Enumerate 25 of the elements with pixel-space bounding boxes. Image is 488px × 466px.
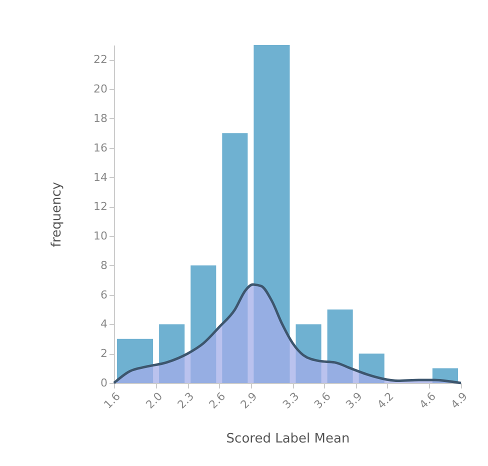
y-tick-label: 16 — [94, 141, 108, 154]
y-tick-label: 22 — [94, 53, 108, 66]
y-tick-label: 8 — [100, 258, 108, 272]
x-tick-label: 2.0 — [143, 390, 166, 412]
x-tick-label: 3.9 — [343, 390, 365, 412]
x-tick-label: 3.6 — [312, 390, 334, 412]
x-tick-label: 1.6 — [101, 390, 123, 412]
x-tick-label: 2.9 — [238, 390, 260, 412]
y-tick-label: 4 — [100, 318, 108, 331]
x-tick-label: 2.6 — [206, 390, 228, 412]
y-tick-label: 10 — [94, 230, 108, 243]
y-tick-label: 6 — [100, 288, 108, 302]
x-tick-label: 4.2 — [374, 390, 396, 412]
y-tick-label: 18 — [94, 112, 108, 125]
y-tick-label: 0 — [100, 376, 108, 390]
x-axis-title: Scored Label Mean — [226, 432, 350, 447]
y-tick-label: 2 — [100, 347, 108, 360]
y-tick-label: 14 — [94, 170, 108, 184]
x-tick-label: 4.6 — [416, 390, 438, 412]
y-axis-title: frequency — [50, 182, 65, 248]
x-tick-label: 2.3 — [175, 390, 197, 412]
y-tick-label: 12 — [94, 200, 108, 214]
x-tick-label: 4.9 — [448, 390, 470, 412]
y-tick-label: 20 — [94, 82, 108, 96]
x-tick-label: 3.3 — [280, 390, 302, 412]
